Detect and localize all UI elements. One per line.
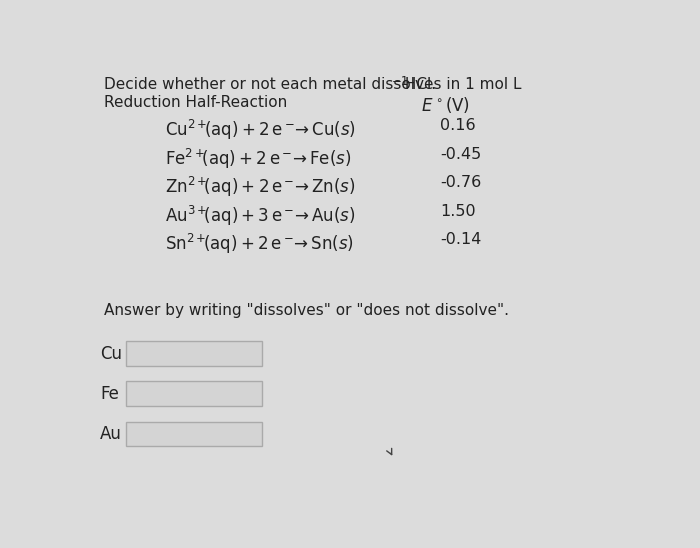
Text: Answer by writing "dissolves" or "does not dissolve".: Answer by writing "dissolves" or "does n… xyxy=(104,303,509,318)
FancyBboxPatch shape xyxy=(126,381,262,406)
Text: $\mathrm{Zn^{2+}\!\!(aq)+2\,e^-\!\!\rightarrow Zn(\mathit{s})}$: $\mathrm{Zn^{2+}\!\!(aq)+2\,e^-\!\!\righ… xyxy=(165,175,356,199)
Text: -0.14: -0.14 xyxy=(440,232,482,247)
Text: $E^\circ\mathrm{(V)}$: $E^\circ\mathrm{(V)}$ xyxy=(421,95,470,115)
Text: Au: Au xyxy=(100,425,122,443)
Text: Fe: Fe xyxy=(100,385,119,403)
Text: 0.16: 0.16 xyxy=(440,118,476,133)
Text: $\mathrm{Cu^{2+}\!\!(aq)+2\,e^-\!\!\rightarrow Cu(\mathit{s})}$: $\mathrm{Cu^{2+}\!\!(aq)+2\,e^-\!\!\righ… xyxy=(165,118,356,142)
FancyBboxPatch shape xyxy=(126,341,262,366)
Text: Decide whether or not each metal dissolves in 1 mol L: Decide whether or not each metal dissolv… xyxy=(104,77,522,92)
Text: -0.45: -0.45 xyxy=(440,147,482,162)
Text: -0.76: -0.76 xyxy=(440,175,482,190)
Text: HCl.: HCl. xyxy=(400,77,436,92)
Text: $\mathrm{Fe^{2+}\!\!(aq)+2\,e^-\!\!\rightarrow Fe(\mathit{s})}$: $\mathrm{Fe^{2+}\!\!(aq)+2\,e^-\!\!\righ… xyxy=(165,147,351,171)
Text: $\mathrm{Au^{3+}\!\!(aq)+3\,e^-\!\!\rightarrow Au(\mathit{s})}$: $\mathrm{Au^{3+}\!\!(aq)+3\,e^-\!\!\righ… xyxy=(165,204,356,227)
Text: 1.50: 1.50 xyxy=(440,204,476,219)
Text: Cu: Cu xyxy=(100,345,122,363)
FancyBboxPatch shape xyxy=(126,421,262,446)
Text: −1: −1 xyxy=(391,75,409,88)
Text: $\mathrm{Sn^{2+}\!\!(aq)+2\,e^-\!\!\rightarrow Sn(\mathit{s})}$: $\mathrm{Sn^{2+}\!\!(aq)+2\,e^-\!\!\righ… xyxy=(165,232,354,256)
Text: Reduction Half-Reaction: Reduction Half-Reaction xyxy=(104,95,287,110)
